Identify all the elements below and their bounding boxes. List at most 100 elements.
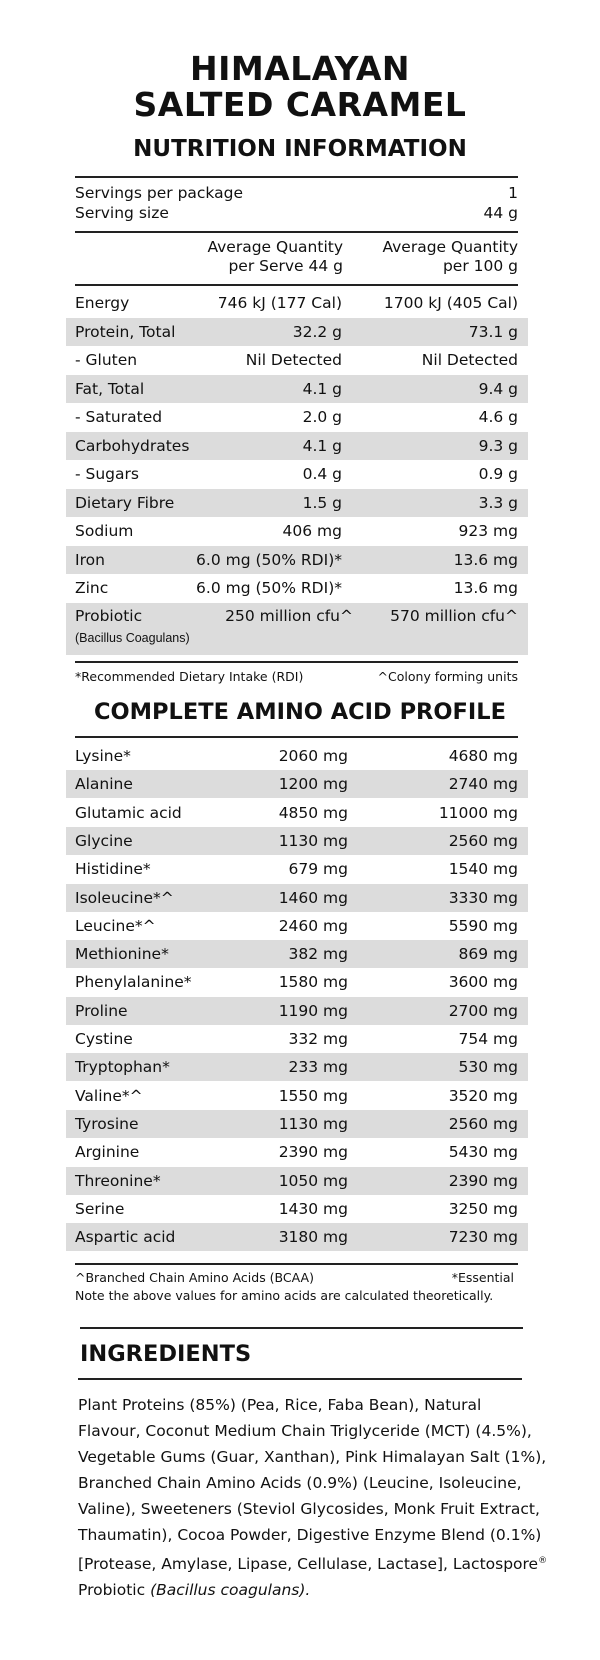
amino-per-100g: 11000 mg: [438, 803, 518, 822]
amino-per-100g: 3520 mg: [448, 1086, 518, 1105]
amino-name: Alanine: [75, 775, 133, 794]
nutrient-per-serve: 0.4 g: [302, 465, 342, 483]
amino-per-100g: 3600 mg: [448, 973, 518, 992]
amino-per-serve: 1130 mg: [278, 831, 348, 850]
amino-per-serve: 2460 mg: [278, 916, 348, 935]
amino-name: Serine: [75, 1199, 125, 1218]
amino-row: Serine 1430 mg 3250 mg: [66, 1195, 528, 1223]
amino-per-100g: 1540 mg: [448, 860, 518, 879]
nutrient-per-serve: 6.0 mg (50% RDI)*: [196, 550, 342, 569]
amino-row: Aspartic acid 3180 mg 7230 mg: [66, 1223, 528, 1252]
amino-per-100g: 5430 mg: [448, 1143, 518, 1162]
nutrient-per-serve: 746 kJ (177 Cal): [217, 294, 342, 312]
nutrient-per-serve: 2.0 g: [302, 408, 342, 426]
ingredients-heading: INGREDIENTS: [80, 1341, 252, 1367]
nutrient-per-100g: Nil Detected: [421, 351, 518, 369]
nutrient-row: - Sugars 0.4 g 0.9 g: [66, 460, 528, 488]
nutrient-per-100g: 9.3 g: [478, 436, 518, 455]
nutrient-per-serve: 4.1 g: [302, 436, 342, 455]
essential-note: *Essential: [451, 1270, 514, 1285]
product-title-line1: HIMALAYAN: [189, 49, 411, 88]
amino-name: Cystine: [75, 1030, 133, 1048]
amino-row: Threonine* 1050 mg 2390 mg: [66, 1166, 528, 1195]
nutrient-name: - Sugars: [75, 465, 139, 483]
nutrient-per-100g: 4.6 g: [478, 408, 518, 426]
amino-per-100g: 7230 mg: [448, 1228, 518, 1247]
nutrient-per-serve: 406 mg: [282, 522, 342, 540]
nutrient-name: Fat, Total: [75, 379, 145, 398]
nutrient-row: Energy 746 kJ (177 Cal) 1700 kJ (405 Cal): [66, 289, 528, 317]
amino-name: Proline: [75, 1001, 128, 1020]
nutrient-per-serve: 1.5 g: [302, 493, 342, 512]
nutrient-name: Probiotic: [75, 607, 143, 625]
nutrient-row: - Gluten Nil Detected Nil Detected: [66, 346, 528, 374]
divider: [75, 736, 518, 738]
amino-row: Alanine 1200 mg 2740 mg: [66, 770, 528, 799]
amino-per-serve: 4850 mg: [278, 803, 348, 822]
amino-name: Phenylalanine*: [75, 973, 192, 992]
amino-per-serve: 1190 mg: [278, 1001, 348, 1020]
nutrient-row: Zinc 6.0 mg (50% RDI)* 13.6 mg: [66, 574, 528, 602]
amino-per-100g: 2560 mg: [448, 1114, 518, 1133]
nutrient-name: Zinc: [75, 579, 109, 597]
ingredients-text: Plant Proteins (85%) (Pea, Rice, Faba Be…: [78, 1392, 548, 1603]
amino-name: Leucine*^: [75, 916, 156, 935]
divider: [75, 1263, 518, 1265]
divider: [75, 231, 518, 233]
ingredients-list: Plant Proteins (85%) (Pea, Rice, Faba Be…: [78, 1396, 547, 1574]
amino-per-serve: 233 mg: [288, 1058, 348, 1077]
amino-row: Glutamic acid 4850 mg 11000 mg: [66, 799, 528, 827]
nutrient-per-serve: Nil Detected: [245, 351, 342, 369]
amino-per-serve: 1550 mg: [278, 1086, 348, 1105]
nutrient-per-100g: 73.1 g: [468, 322, 518, 341]
nutrient-per-serve: 4.1 g: [302, 379, 342, 398]
amino-per-serve: 679 mg: [288, 860, 348, 879]
amino-name: Histidine*: [75, 860, 151, 879]
amino-row: Valine*^ 1550 mg 3520 mg: [66, 1082, 528, 1110]
nutrient-per-100g: 0.9 g: [478, 465, 518, 483]
nutrient-per-100g: 9.4 g: [478, 379, 518, 398]
column-header-per-serve: Average Quantity per Serve 44 g: [207, 238, 343, 276]
calculation-note: Note the above values for amino acids ar…: [75, 1288, 494, 1303]
nutrient-name: Sodium: [75, 522, 134, 540]
nutrient-row: Iron 6.0 mg (50% RDI)* 13.6 mg: [66, 545, 528, 574]
divider: [75, 176, 518, 178]
amino-per-100g: 5590 mg: [448, 916, 518, 935]
amino-per-serve: 332 mg: [288, 1030, 348, 1048]
nutrient-name: Protein, Total: [75, 322, 176, 341]
amino-name: Arginine: [75, 1143, 140, 1162]
amino-per-serve: 1050 mg: [278, 1171, 348, 1190]
amino-name: Aspartic acid: [75, 1228, 176, 1247]
column-header-line: per Serve 44 g: [228, 257, 343, 275]
serving-size-value: 44 g: [483, 204, 519, 222]
footnote-rdi: *Recommended Dietary Intake (RDI): [75, 669, 304, 684]
amino-name: Methionine*: [75, 945, 169, 964]
amino-row: Isoleucine*^ 1460 mg 3330 mg: [66, 883, 528, 912]
amino-row: Tyrosine 1130 mg 2560 mg: [66, 1109, 528, 1138]
nutrient-row: Sodium 406 mg 923 mg: [66, 517, 528, 545]
nutrient-row-probiotic: Probiotic (Bacillus Coagulans) 250 milli…: [66, 603, 528, 655]
amino-name: Threonine*: [75, 1171, 161, 1190]
nutrient-per-100g: 13.6 mg: [453, 579, 518, 597]
nutrient-name: - Gluten: [75, 351, 138, 369]
amino-per-serve: 2060 mg: [278, 747, 348, 765]
column-header-line: Average Quantity: [382, 238, 518, 256]
bcaa-note: ^Branched Chain Amino Acids (BCAA): [75, 1270, 314, 1285]
nutrient-subname: (Bacillus Coagulans): [75, 631, 190, 645]
amino-per-100g: 3330 mg: [448, 888, 518, 907]
amino-row: Glycine 1130 mg 2560 mg: [66, 826, 528, 855]
column-header-per-100g: Average Quantity per 100 g: [382, 238, 518, 276]
registered-mark: ®: [538, 1556, 548, 1566]
amino-per-serve: 1580 mg: [278, 973, 348, 992]
amino-per-serve: 1130 mg: [278, 1114, 348, 1133]
amino-per-serve: 1430 mg: [278, 1199, 348, 1218]
amino-row: Proline 1190 mg 2700 mg: [66, 996, 528, 1025]
amino-per-serve: 382 mg: [288, 945, 348, 964]
nutrient-name: Energy: [75, 294, 130, 312]
amino-per-100g: 3250 mg: [448, 1199, 518, 1218]
amino-per-serve: 1460 mg: [278, 888, 348, 907]
nutrient-per-serve: 32.2 g: [292, 322, 342, 341]
amino-per-100g: 2700 mg: [448, 1001, 518, 1020]
amino-heading: COMPLETE AMINO ACID PROFILE: [94, 699, 506, 725]
amino-row: Tryptophan* 233 mg 530 mg: [66, 1053, 528, 1082]
